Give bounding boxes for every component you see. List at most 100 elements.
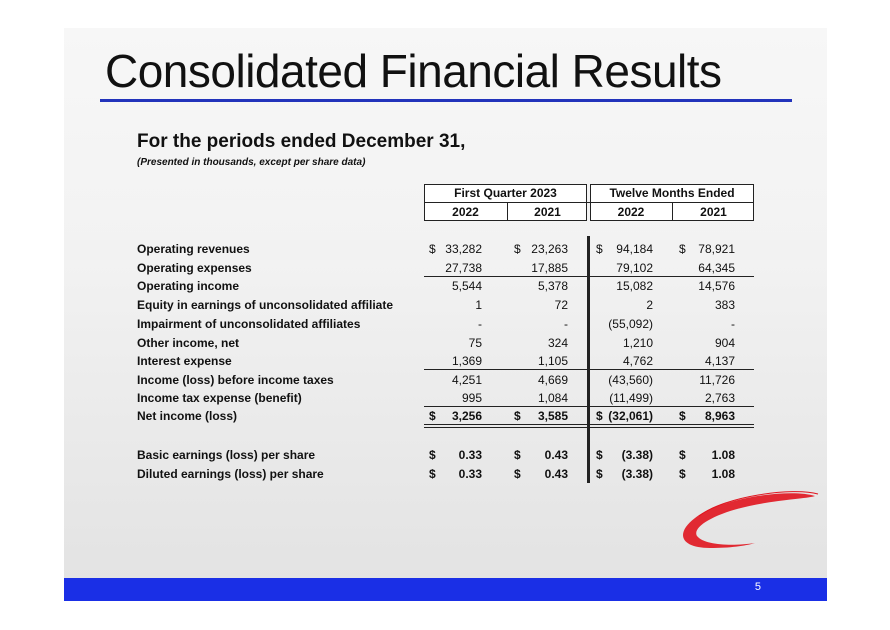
- row-value: 995: [461, 391, 482, 405]
- currency-symbol: $: [429, 448, 436, 462]
- header-year-divider-1: [507, 202, 508, 221]
- table-row: Other income, net 75 324 1,210 904: [0, 334, 890, 352]
- row-value: 11,726: [699, 373, 735, 387]
- row-value: (55,092): [608, 317, 653, 331]
- row-value: 33,282: [445, 242, 482, 256]
- row-value: 3,585: [537, 409, 568, 423]
- currency-symbol: $: [514, 467, 521, 481]
- currency-symbol: $: [679, 242, 686, 256]
- row-value: -: [731, 317, 735, 331]
- row-label: Operating revenues: [137, 242, 250, 256]
- currency-symbol: $: [429, 242, 436, 256]
- currency-symbol: $: [514, 448, 521, 462]
- group-separator: [587, 236, 590, 483]
- row-value: 4,137: [704, 354, 735, 368]
- page-title: Consolidated Financial Results: [105, 45, 722, 97]
- table-row: Operating revenues $33,282 $23,263 $94,184 $…: [0, 240, 890, 258]
- row-label: Equity in earnings of unconsolidated aff…: [137, 298, 394, 312]
- table-row: Equity in earnings of unconsolidated aff…: [0, 296, 890, 314]
- row-label: Operating income: [137, 279, 240, 293]
- row-value: 0.43: [544, 467, 568, 481]
- currency-symbol: $: [514, 242, 521, 256]
- row-value: 0.33: [458, 448, 482, 462]
- row-label: Net income (loss): [137, 409, 238, 423]
- row-value: 5,378: [537, 279, 568, 293]
- row-label: Income tax expense (benefit): [137, 391, 302, 405]
- row-value: 15,082: [616, 279, 653, 293]
- row-value: 27,738: [445, 261, 482, 275]
- row-value: (43,560): [608, 373, 653, 387]
- row-value: 4,762: [622, 354, 653, 368]
- currency-symbol: $: [429, 409, 436, 423]
- currency-symbol: $: [596, 448, 603, 462]
- footer-bar: 5: [64, 578, 827, 601]
- rule-after-interest: [424, 369, 754, 370]
- rule-net-income-2: [424, 427, 754, 428]
- row-value: 0.33: [458, 467, 482, 481]
- row-value: (3.38): [621, 467, 653, 481]
- rule-after-tax: [424, 406, 754, 407]
- row-value: 5,544: [451, 279, 482, 293]
- row-value: (32,061): [608, 409, 653, 423]
- row-value: -: [564, 317, 568, 331]
- table-row: Interest expense 1,369 1,105 4,762 4,137: [0, 352, 890, 370]
- row-value: 79,102: [616, 261, 653, 275]
- table-row: Net income (loss) $3,256 $3,585 $ (32,061) $8…: [0, 407, 890, 425]
- row-value: 17,885: [531, 261, 568, 275]
- row-label: Operating expenses: [137, 261, 252, 275]
- row-label: Interest expense: [137, 354, 232, 368]
- table-row: Operating income 5,544 5,378 15,082 14,576: [0, 277, 890, 295]
- header-twelve-months: Twelve Months Ended: [609, 186, 735, 200]
- page-number: 5: [754, 581, 761, 593]
- header-year-t-2022: 2022: [617, 205, 645, 219]
- row-value: 1,210: [622, 336, 653, 350]
- row-value: 23,263: [531, 242, 568, 256]
- currency-symbol: $: [596, 242, 603, 256]
- row-label: Diluted earnings (loss) per share: [137, 467, 324, 481]
- row-value: 904: [714, 336, 735, 350]
- row-value: 1.08: [711, 448, 735, 462]
- row-value: 1,105: [537, 354, 568, 368]
- row-label: Basic earnings (loss) per share: [137, 448, 316, 462]
- header-year-q-2022: 2022: [452, 205, 479, 219]
- table-subtitle: For the periods ended December 31,: [137, 131, 466, 152]
- table-row: Income tax expense (benefit) 995 1,084 (11,…: [0, 389, 890, 407]
- title-underline: [100, 99, 792, 102]
- presentation-note: (Presented in thousands, except per shar…: [137, 157, 366, 168]
- currency-symbol: $: [679, 467, 686, 481]
- currency-symbol: $: [429, 467, 436, 481]
- header-first-quarter: First Quarter 2023: [454, 186, 557, 200]
- header-divider: [424, 202, 754, 203]
- row-label: Impairment of unconsolidated affiliates: [137, 317, 361, 331]
- header-year-q-2021: 2021: [534, 205, 561, 219]
- currency-symbol: $: [679, 409, 686, 423]
- row-label: Income (loss) before income taxes: [137, 373, 334, 387]
- row-value: 0.43: [544, 448, 568, 462]
- table-row: Impairment of unconsolidated affiliates -…: [0, 315, 890, 333]
- row-value: 4,251: [451, 373, 482, 387]
- row-value: 383: [714, 298, 735, 312]
- currency-symbol: $: [679, 448, 686, 462]
- rule-after-expenses: [424, 276, 754, 277]
- row-value: 1: [475, 298, 482, 312]
- row-value: 2,763: [704, 391, 735, 405]
- currency-symbol: $: [596, 467, 603, 481]
- table-row: Operating expenses 27,738 17,885 79,102 64,3…: [0, 259, 890, 277]
- row-value: 78,921: [698, 242, 735, 256]
- header-year-t-2021: 2021: [700, 205, 727, 219]
- row-label: Other income, net: [137, 336, 240, 350]
- row-value: 14,576: [698, 279, 735, 293]
- row-value: 8,963: [704, 409, 735, 423]
- table-row: Basic earnings (loss) per share $0.33 $0.4…: [0, 446, 890, 464]
- row-value: 75: [468, 336, 482, 350]
- company-logo-swoosh: [683, 491, 819, 548]
- row-value: 1,084: [537, 391, 568, 405]
- row-value: 1,369: [451, 354, 482, 368]
- table-row: Diluted earnings (loss) per share $0.33 $0…: [0, 465, 890, 483]
- header-year-divider-2: [672, 202, 673, 221]
- currency-symbol: $: [514, 409, 521, 423]
- row-value: 2: [646, 298, 653, 312]
- row-value: 72: [554, 298, 568, 312]
- row-value: 3,256: [451, 409, 482, 423]
- row-value: (3.38): [621, 448, 653, 462]
